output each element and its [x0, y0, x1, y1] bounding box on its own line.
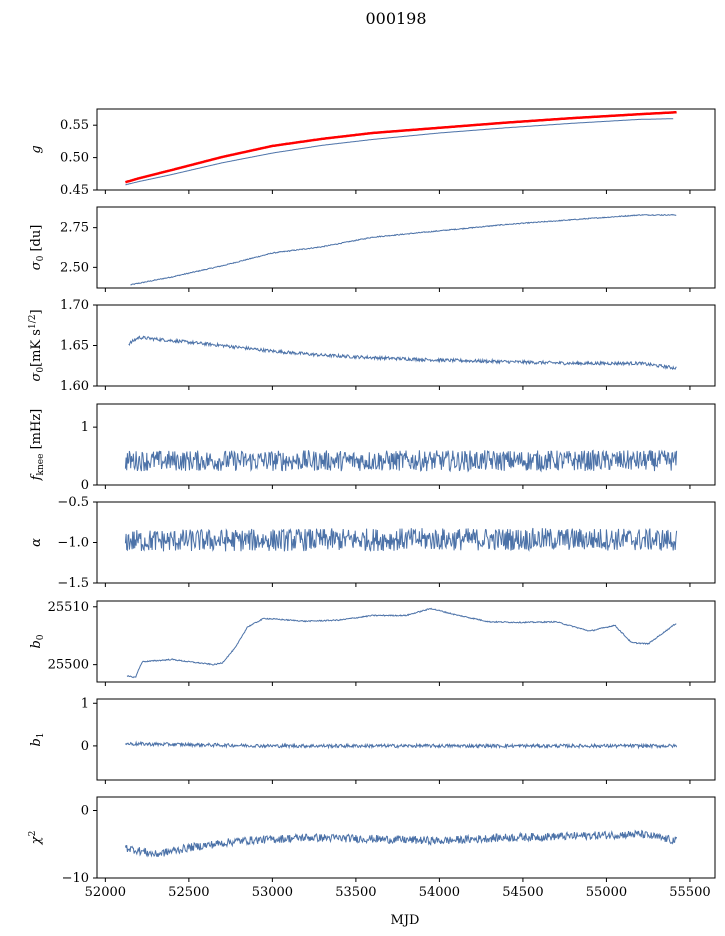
ytick-label-chi2-0: −10 [62, 871, 89, 886]
figure-title: 000198 [365, 9, 426, 28]
ylabel-sigma0_du: σ0 [du] [29, 225, 46, 271]
series-b1-0 [125, 740, 678, 750]
ytick-label-chi2-1: 0 [81, 804, 89, 819]
xtick-label-3: 53500 [335, 885, 376, 900]
frame-b1 [96, 698, 716, 781]
series-fknee-0 [124, 449, 678, 473]
ytick-label-sigma0_mk-0: 1.60 [60, 379, 89, 394]
ylabel-fknee: fknee [mHz] [29, 409, 46, 482]
series-sigma0_du-0 [130, 213, 677, 286]
xtick-label-5: 54500 [502, 885, 543, 900]
series-alpha-0 [124, 527, 678, 553]
xtick-label-7: 55500 [669, 885, 710, 900]
ytick-label-g-1: 0.50 [60, 151, 89, 166]
xtick-label-0: 52000 [85, 885, 126, 900]
x-axis-label: MJD [391, 913, 420, 928]
panels: 0.45 0.50 0.55 g 2.50 2.75 σ0 [du] 1.60 1.65 1.70… [28, 108, 716, 900]
panel-sigma0_du: 2.50 2.75 σ0 [du] [29, 206, 716, 292]
ylabel-g: g [29, 145, 44, 153]
ytick-label-g-2: 0.55 [60, 118, 89, 133]
ylabel-b0: b0 [29, 634, 46, 648]
panel-chi2: −10 0 52000 52500 53000 53500 54000 54500 55000 5… [28, 796, 716, 900]
ylabel-b1: b1 [29, 732, 46, 746]
frame-g [96, 108, 716, 191]
ytick-label-b0-0: 25500 [48, 658, 89, 673]
ytick-label-sigma0_du-1: 2.75 [60, 221, 89, 236]
ylabel-chi2: χ2 [28, 831, 44, 846]
frame-sigma0_mk [96, 304, 716, 387]
series-g-0 [125, 110, 677, 184]
frame-fknee [96, 403, 716, 486]
ytick-label-sigma0_mk-2: 1.70 [60, 298, 89, 313]
frame-chi2 [96, 796, 716, 879]
series-g-1 [125, 118, 674, 186]
ytick-label-fknee-1: 1 [81, 420, 89, 435]
ytick-label-b1-0: 0 [81, 739, 89, 754]
panel-alpha: −1.5 −1.0 −0.5 α [29, 495, 716, 591]
panel-g: 0.45 0.50 0.55 g [29, 108, 716, 198]
panel-b1: 0 1 b1 [29, 696, 716, 784]
ytick-label-b1-1: 1 [81, 696, 89, 711]
ylabel-sigma0_mk: σ0[mK s1/2] [28, 309, 46, 381]
panel-fknee: 0 1 fknee [mHz] [29, 403, 716, 493]
ytick-label-alpha-2: −0.5 [57, 495, 89, 510]
xtick-label-1: 52500 [168, 885, 209, 900]
panel-b0: 25500 25510 b0 [29, 600, 716, 686]
series-sigma0_mk-0 [128, 335, 677, 371]
ylabel-alpha: α [29, 538, 44, 547]
ytick-label-sigma0_mk-1: 1.65 [60, 339, 89, 354]
ytick-label-alpha-0: −1.5 [57, 576, 89, 591]
panel-sigma0_mk: 1.60 1.65 1.70 σ0[mK s1/2] [28, 298, 716, 394]
ytick-label-b0-1: 25510 [48, 600, 89, 615]
series-chi2-0 [124, 829, 678, 858]
frame-b0 [96, 600, 716, 683]
ytick-label-sigma0_du-0: 2.50 [60, 260, 89, 275]
series-b0-0 [126, 607, 677, 679]
ytick-label-fknee-0: 0 [81, 478, 89, 493]
ytick-label-g-0: 0.45 [60, 183, 89, 198]
xtick-label-4: 54000 [419, 885, 460, 900]
ytick-label-alpha-1: −1.0 [57, 536, 89, 551]
frame-sigma0_du [96, 206, 716, 289]
xtick-label-6: 55000 [586, 885, 627, 900]
xtick-label-2: 53000 [252, 885, 293, 900]
